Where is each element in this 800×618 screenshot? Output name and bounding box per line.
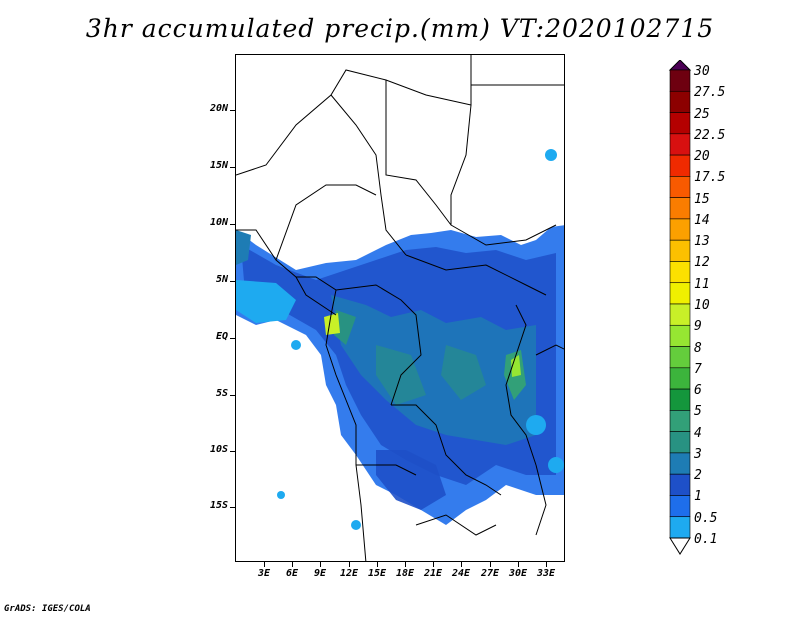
colorbar-segment <box>669 324 691 347</box>
lat-tickmark <box>230 167 235 168</box>
colorbar-label: 30 <box>694 64 710 79</box>
lat-tick: 10N <box>209 217 228 228</box>
colorbar-label: 12 <box>694 255 710 271</box>
colorbar-label: 2 <box>694 468 702 484</box>
colorbar-label: 7 <box>694 361 702 377</box>
colorbar-segment <box>669 495 691 518</box>
colorbar-label: 15 <box>694 191 710 207</box>
colorbar-segment <box>669 90 691 113</box>
colorbar-label: 14 <box>694 212 710 228</box>
colorbar-label: 20 <box>694 149 710 165</box>
colorbar-segment <box>669 239 691 262</box>
lon-tick: 27E <box>480 568 500 579</box>
colorbar-segment <box>669 410 691 432</box>
lat-tick: 5N <box>215 274 228 285</box>
colorbar-segment <box>669 69 691 92</box>
colorbar-label: 9 <box>694 319 702 335</box>
precip-field <box>236 149 564 530</box>
colorbar-segment <box>669 452 691 475</box>
precip-map-canvas <box>236 55 564 561</box>
colorbar-label: 6 <box>694 383 702 399</box>
lon-tick: 24E <box>451 568 471 579</box>
lon-tick: 30E <box>508 568 528 579</box>
colorbar-label: 10 <box>694 298 710 313</box>
lon-tickmark <box>349 562 350 567</box>
lat-tickmark <box>230 224 235 225</box>
lon-tickmark <box>433 562 434 567</box>
colorbar-top-arrow <box>668 60 692 71</box>
colorbar-label: 13 <box>694 234 710 250</box>
lon-tickmark <box>461 562 462 567</box>
lon-tick: 12E <box>339 568 359 579</box>
colorbar-label: 27.5 <box>694 85 726 101</box>
colorbar-segment <box>669 133 691 156</box>
colorbar-label: 0.5 <box>694 510 718 526</box>
colorbar-label: 0.1 <box>694 532 718 547</box>
colorbar-bottom-arrow <box>669 537 691 555</box>
lat-tick: 15N <box>209 160 228 171</box>
colorbar-segment <box>669 197 691 220</box>
colorbar-label: 1 <box>694 489 702 505</box>
colorbar <box>668 60 692 555</box>
lon-tick: 15E <box>367 568 387 579</box>
lon-tick: 9E <box>313 568 327 579</box>
lat-tickmark <box>230 395 235 396</box>
lat-tickmark <box>230 507 235 508</box>
lat-tickmark <box>230 338 235 339</box>
lat-tick: 10S <box>209 444 228 455</box>
colorbar-label: 25 <box>694 106 710 122</box>
colorbar-segment <box>669 154 691 177</box>
lon-tick: 33E <box>536 568 556 579</box>
colorbar-segment <box>669 112 691 135</box>
map-title: 3hr accumulated precip.(mm) VT:202010271… <box>85 14 715 43</box>
colorbar-segment <box>669 303 691 326</box>
lat-tickmark <box>230 451 235 452</box>
colorbar-segment <box>669 176 691 198</box>
lon-tickmark <box>518 562 519 567</box>
lat-tick: 20N <box>209 103 228 114</box>
lon-tickmark <box>490 562 491 567</box>
country-borders <box>236 55 564 561</box>
lon-tick: 3E <box>257 568 271 579</box>
lon-tickmark <box>292 562 293 567</box>
lat-tick: EQ <box>215 331 228 342</box>
colorbar-segment <box>669 261 691 284</box>
colorbar-segment <box>669 431 691 454</box>
lon-tick: 21E <box>423 568 443 579</box>
lat-tick: 15S <box>209 500 228 511</box>
lat-tick: 5S <box>215 388 228 399</box>
colorbar-segment <box>669 473 691 496</box>
colorbar-label: 4 <box>694 425 702 441</box>
colorbar-segment <box>669 367 691 390</box>
colorbar-label: 3 <box>694 446 702 462</box>
colorbar-label: 8 <box>694 340 702 356</box>
colorbar-segment <box>669 388 691 411</box>
colorbar-label: 17.5 <box>694 170 726 186</box>
lon-tick: 18E <box>395 568 415 579</box>
colorbar-segment <box>669 516 691 539</box>
lon-tick: 6E <box>285 568 299 579</box>
lon-tickmark <box>320 562 321 567</box>
lon-tickmark <box>546 562 547 567</box>
colorbar-label: 22.5 <box>694 127 726 143</box>
precip-map <box>235 54 565 562</box>
colorbar-label: 5 <box>694 404 702 420</box>
colorbar-segment <box>669 346 691 369</box>
lat-tickmark <box>230 281 235 282</box>
colorbar-label: 11 <box>694 276 710 292</box>
lon-tickmark <box>377 562 378 567</box>
grads-credit: GrADS: IGES/COLA <box>4 604 91 614</box>
lat-tickmark <box>230 110 235 111</box>
lon-tickmark <box>264 562 265 567</box>
lon-tickmark <box>405 562 406 567</box>
colorbar-segment <box>669 218 691 241</box>
colorbar-segment <box>669 282 691 305</box>
